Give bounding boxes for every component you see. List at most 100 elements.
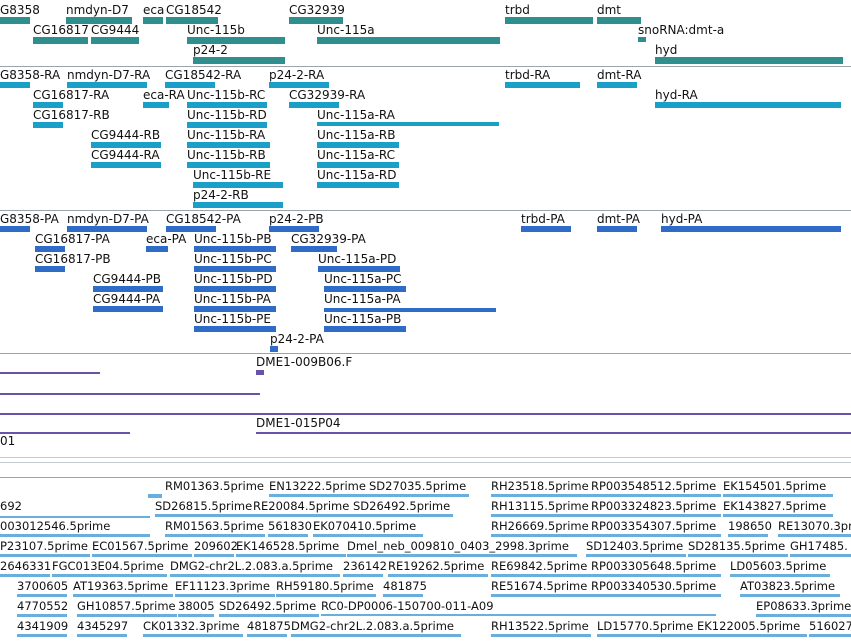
feature-glyph[interactable] (194, 266, 276, 272)
feature-glyph[interactable] (728, 534, 768, 537)
feature-glyph[interactable] (193, 202, 283, 208)
feature-glyph[interactable] (269, 226, 319, 232)
feature-glyph[interactable] (92, 554, 192, 557)
feature-glyph[interactable] (166, 226, 216, 232)
feature-glyph[interactable] (661, 226, 841, 232)
feature-glyph[interactable] (723, 514, 833, 517)
feature-glyph[interactable] (597, 634, 697, 637)
feature-glyph[interactable] (491, 534, 591, 537)
feature-glyph[interactable] (317, 162, 399, 168)
feature-glyph[interactable] (91, 37, 139, 44)
feature-glyph[interactable] (187, 102, 267, 108)
feature-glyph[interactable] (270, 346, 278, 352)
feature-glyph[interactable] (369, 494, 469, 497)
feature-glyph[interactable] (73, 594, 173, 597)
feature-glyph[interactable] (256, 370, 264, 375)
feature-glyph[interactable] (0, 554, 90, 557)
feature-glyph[interactable] (33, 122, 63, 128)
feature-glyph[interactable] (143, 634, 243, 637)
feature-glyph[interactable] (35, 246, 65, 252)
feature-glyph[interactable] (730, 574, 830, 577)
feature-glyph[interactable] (187, 142, 270, 148)
feature-glyph[interactable] (194, 286, 276, 292)
feature-glyph[interactable] (268, 534, 308, 537)
feature-glyph[interactable] (194, 554, 234, 557)
feature-glyph[interactable] (809, 634, 851, 637)
feature-glyph[interactable] (491, 634, 591, 637)
feature-glyph[interactable] (505, 17, 593, 24)
feature-glyph[interactable] (148, 494, 162, 498)
feature-glyph[interactable] (0, 413, 851, 415)
feature-glyph[interactable] (491, 494, 591, 497)
feature-glyph[interactable] (318, 266, 400, 272)
feature-glyph[interactable] (178, 614, 214, 617)
feature-glyph[interactable] (52, 574, 167, 577)
feature-glyph[interactable] (93, 286, 163, 292)
feature-glyph[interactable] (343, 574, 383, 577)
feature-glyph[interactable] (35, 266, 65, 272)
feature-glyph[interactable] (697, 634, 807, 637)
feature-glyph[interactable] (491, 594, 591, 597)
feature-glyph[interactable] (0, 17, 30, 24)
feature-glyph[interactable] (155, 514, 255, 517)
feature-glyph[interactable] (491, 514, 591, 517)
feature-glyph[interactable] (269, 82, 329, 88)
feature-glyph[interactable] (317, 122, 499, 126)
feature-glyph[interactable] (505, 82, 580, 88)
feature-glyph[interactable] (194, 246, 276, 252)
feature-glyph[interactable] (187, 162, 270, 168)
feature-glyph[interactable] (291, 634, 461, 637)
feature-glyph[interactable] (597, 226, 637, 232)
feature-glyph[interactable] (236, 554, 346, 557)
feature-glyph[interactable] (655, 102, 841, 108)
feature-glyph[interactable] (193, 182, 283, 188)
feature-glyph[interactable] (383, 594, 423, 597)
feature-glyph[interactable] (740, 594, 840, 597)
feature-glyph[interactable] (91, 162, 161, 168)
feature-glyph[interactable] (289, 17, 343, 24)
feature-glyph[interactable] (353, 514, 453, 517)
feature-glyph[interactable] (0, 516, 150, 518)
feature-glyph[interactable] (491, 574, 591, 577)
feature-glyph[interactable] (77, 634, 127, 637)
feature-glyph[interactable] (165, 534, 265, 537)
feature-glyph[interactable] (253, 514, 353, 517)
feature-glyph[interactable] (317, 142, 399, 148)
feature-glyph[interactable] (33, 37, 88, 44)
feature-glyph[interactable] (291, 246, 337, 252)
feature-glyph[interactable] (143, 102, 169, 108)
feature-glyph[interactable] (521, 226, 571, 232)
feature-glyph[interactable] (321, 614, 716, 616)
feature-glyph[interactable] (756, 614, 851, 617)
feature-glyph[interactable] (187, 37, 285, 44)
feature-glyph[interactable] (638, 37, 646, 42)
feature-glyph[interactable] (591, 534, 721, 537)
feature-glyph[interactable] (269, 494, 369, 497)
feature-glyph[interactable] (0, 82, 30, 88)
feature-glyph[interactable] (317, 182, 399, 188)
feature-glyph[interactable] (170, 574, 340, 577)
feature-glyph[interactable] (193, 57, 285, 64)
feature-glyph[interactable] (289, 102, 339, 108)
feature-glyph[interactable] (0, 574, 50, 577)
feature-glyph[interactable] (313, 534, 423, 537)
feature-glyph[interactable] (247, 634, 287, 637)
feature-glyph[interactable] (77, 614, 177, 617)
feature-glyph[interactable] (17, 594, 67, 597)
feature-glyph[interactable] (17, 634, 67, 637)
feature-glyph[interactable] (324, 286, 406, 292)
feature-glyph[interactable] (591, 574, 721, 577)
feature-glyph[interactable] (166, 17, 218, 24)
feature-glyph[interactable] (347, 554, 577, 557)
feature-glyph[interactable] (219, 614, 319, 617)
feature-glyph[interactable] (324, 326, 406, 332)
feature-glyph[interactable] (591, 594, 721, 597)
feature-glyph[interactable] (0, 432, 130, 434)
feature-glyph[interactable] (324, 308, 496, 312)
feature-glyph[interactable] (0, 372, 100, 374)
feature-glyph[interactable] (66, 17, 132, 24)
feature-glyph[interactable] (276, 594, 376, 597)
feature-glyph[interactable] (0, 534, 150, 537)
feature-glyph[interactable] (778, 534, 851, 537)
feature-glyph[interactable] (688, 554, 788, 557)
